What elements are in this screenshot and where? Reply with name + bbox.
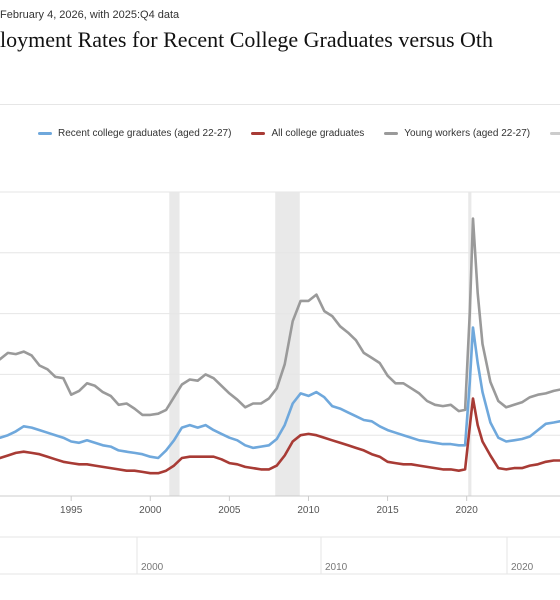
legend-swatch [384, 132, 399, 135]
header-divider [0, 104, 560, 105]
legend-item-all-grads[interactable]: All college graduates [251, 128, 364, 139]
legend-label: All college graduates [271, 128, 365, 139]
recession-bands [169, 192, 472, 496]
legend-item-recent-grads[interactable]: Recent college graduates (aged 22-27) [38, 128, 231, 139]
x-tick-label: 2005 [218, 505, 241, 516]
recession-band [169, 192, 180, 496]
legend-swatch [38, 132, 52, 135]
recession-band [468, 192, 472, 496]
legend-swatch [251, 132, 266, 135]
legend-swatch [550, 132, 560, 135]
x-tick-label: 2010 [297, 505, 320, 516]
series-line-young-workers-aged-22-27 [0, 217, 560, 417]
x-tick-label: 2000 [139, 505, 162, 516]
legend-item-young-workers[interactable]: Young workers (aged 22-27) [384, 128, 530, 139]
series-lines [0, 217, 560, 475]
x-tick-label: 2015 [376, 505, 399, 516]
legend-label: Recent college graduates (aged 22-27) [58, 128, 232, 139]
x-axis: 1995 2000 2005 2010 2015 2020 [0, 495, 560, 516]
x-tick-label: 2020 [456, 505, 479, 516]
navigator-label: 2010 [325, 562, 348, 573]
navigator: 2000 2010 2020 [0, 536, 560, 575]
navigator-label: 2000 [141, 562, 164, 573]
series-line-all-college-graduates [0, 397, 560, 475]
updated-note: February 4, 2026, with 2025:Q4 data [0, 9, 180, 21]
x-tick-label: 1995 [60, 505, 83, 516]
chart-title: loyment Rates for Recent College Graduat… [0, 27, 494, 52]
navigator-label: 2020 [511, 562, 534, 573]
legend-item-all-workers[interactable]: A [550, 128, 560, 139]
legend: Recent college graduates (aged 22-27) Al… [38, 128, 560, 139]
legend-label: Young workers (aged 22-27) [404, 128, 531, 139]
series-line-recent-college-graduates-aged-22-27 [0, 326, 560, 460]
